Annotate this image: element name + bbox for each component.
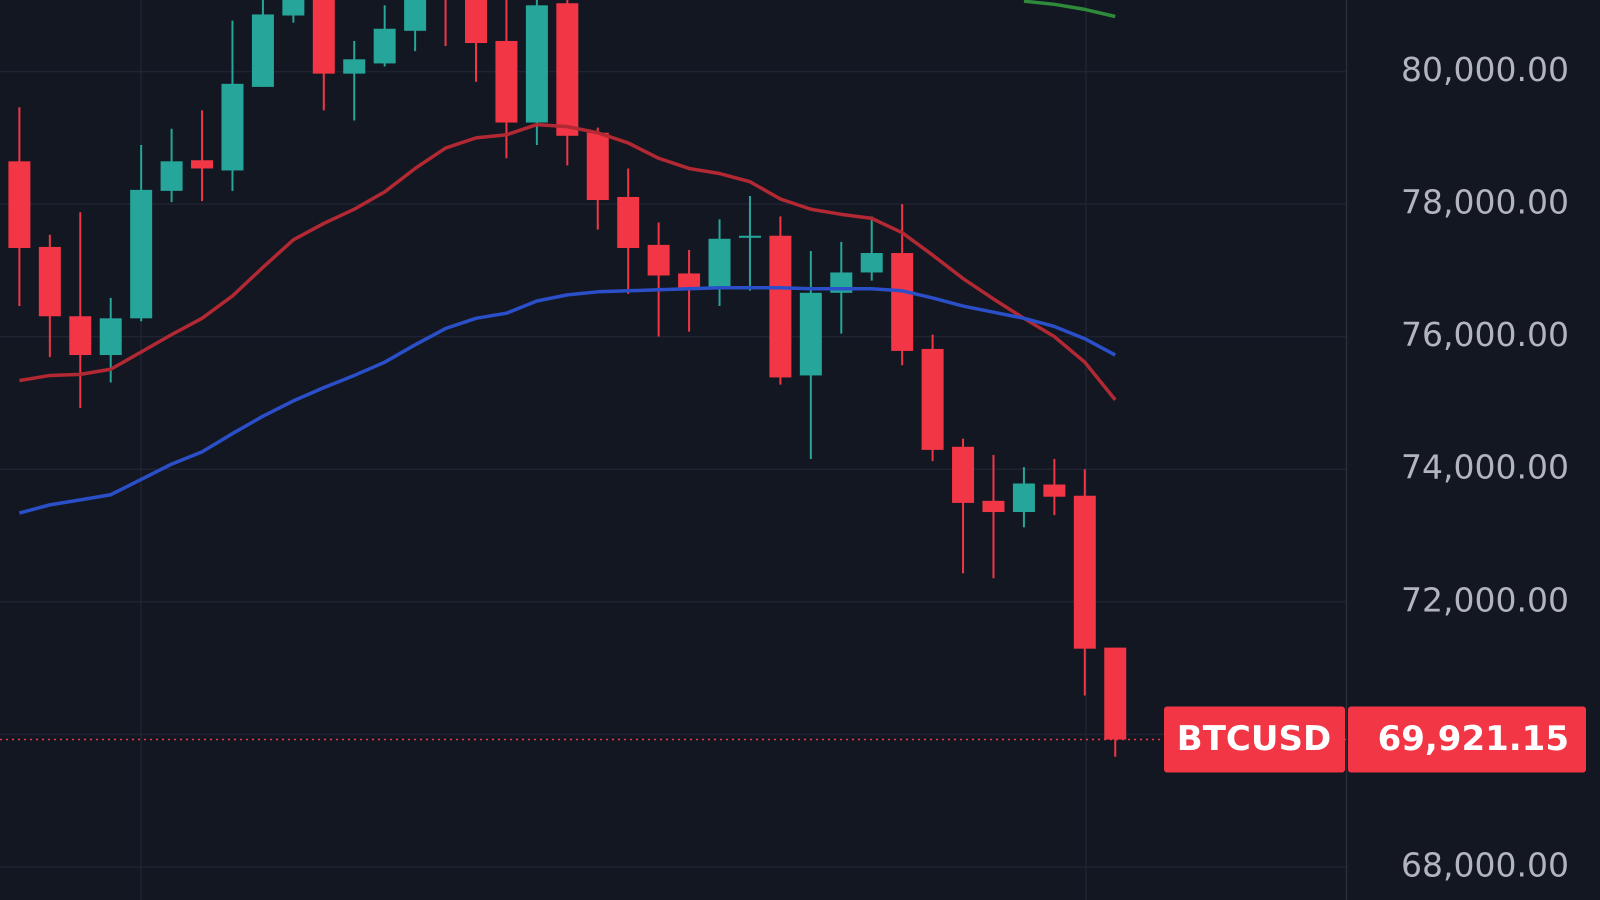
candle-body <box>586 132 609 201</box>
plot-area <box>0 0 1346 757</box>
candle-body <box>708 238 731 289</box>
candle-body <box>221 83 244 171</box>
y-tick-label: 80,000.00 <box>1401 50 1569 89</box>
candle-body <box>617 196 640 248</box>
candle-body <box>891 253 914 351</box>
moving-average-line <box>19 122 1117 401</box>
symbol-label: BTCUSD <box>1177 719 1331 759</box>
candle-body <box>465 0 487 44</box>
candle-body <box>312 0 335 74</box>
candle-body <box>251 14 274 87</box>
candle-body <box>373 28 396 64</box>
y-tick-label: 74,000.00 <box>1401 448 1569 487</box>
candle-body <box>1012 483 1035 513</box>
last-price-badge <box>1348 706 1586 773</box>
candle-body <box>343 59 366 74</box>
candle-body <box>525 5 548 123</box>
y-tick-label: 76,000.00 <box>1401 315 1569 354</box>
candle-body <box>647 244 670 276</box>
candle-body <box>8 161 31 248</box>
candle-body <box>282 0 305 16</box>
candle-body <box>769 235 792 378</box>
candle-body <box>38 246 61 317</box>
moving-average-line <box>18 286 1117 515</box>
candle-body <box>1104 647 1127 740</box>
candle-body <box>404 0 427 31</box>
candle-body <box>1073 495 1096 649</box>
moving-average-line <box>1023 0 1116 19</box>
candle-body <box>495 40 518 123</box>
grid <box>0 70 1346 868</box>
candle-body <box>799 292 822 376</box>
candle-body <box>556 3 579 136</box>
candle-body <box>69 316 92 356</box>
symbol-badge <box>1164 706 1345 773</box>
y-tick-label: 72,000.00 <box>1401 580 1569 619</box>
y-tick-label: 68,000.00 <box>1401 845 1569 884</box>
candle-body <box>130 189 153 319</box>
candle-body <box>1043 484 1066 497</box>
last-price-label: 69,921.15 <box>1378 719 1569 759</box>
candle-body <box>191 160 214 169</box>
candle-body <box>738 235 761 238</box>
candle-body <box>678 273 701 288</box>
y-tick-label: 78,000.00 <box>1401 183 1569 222</box>
candle-body <box>921 348 944 450</box>
candle-body <box>982 500 1005 513</box>
price-axis: 68,000.0070,000.0072,000.0074,000.0076,0… <box>1164 50 1586 884</box>
candle-body <box>99 318 122 356</box>
candle-body <box>952 446 975 503</box>
candle-body <box>860 253 883 273</box>
candle-body <box>160 161 183 191</box>
